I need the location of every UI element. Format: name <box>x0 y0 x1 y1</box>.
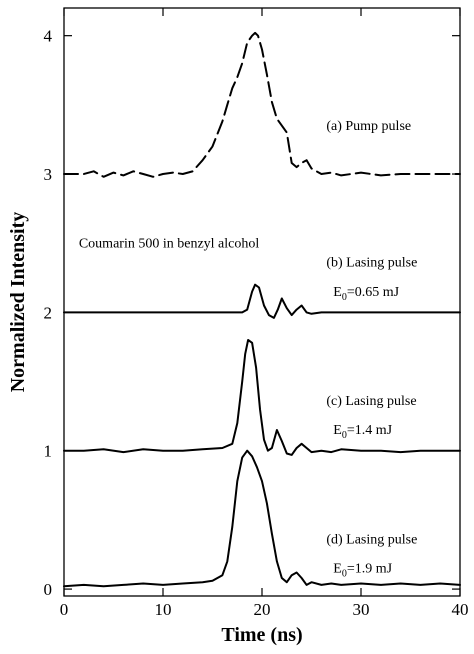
y-tick-label: 0 <box>44 580 53 599</box>
axis-ticks: 0 10 20 30 40 0 1 2 3 4 <box>44 8 469 619</box>
x-tick-label: 20 <box>254 600 271 619</box>
annotation-label: E0=1.4 mJ <box>333 423 392 441</box>
annotation-label: E0=1.9 mJ <box>333 561 392 579</box>
annotations: (a) Pump pulse Coumarin 500 in benzyl alc… <box>79 119 417 580</box>
annotation-label: (c) Lasing pulse <box>326 394 416 409</box>
y-tick-label: 2 <box>44 303 53 322</box>
annotation-label: (a) Pump pulse <box>326 119 411 134</box>
annotation-label: Coumarin 500 in benzyl alcohol <box>79 236 260 251</box>
x-tick-label: 10 <box>155 600 172 619</box>
series-line-b <box>63 283 461 319</box>
x-tick-label: 40 <box>452 600 469 619</box>
traces <box>63 31 461 588</box>
annotation-label: (d) Lasing pulse <box>326 532 417 547</box>
x-tick-label: 0 <box>60 600 69 619</box>
y-tick-label: 3 <box>44 165 53 184</box>
y-axis-title: Normalized Intensity <box>7 212 29 393</box>
annotation-label: (b) Lasing pulse <box>326 256 417 271</box>
annotation-label: E0=0.65 mJ <box>333 285 399 303</box>
x-tick-label: 30 <box>353 600 370 619</box>
x-axis-title: Time (ns) <box>221 624 302 646</box>
series-line-a <box>63 31 461 178</box>
y-tick-label: 1 <box>44 442 53 461</box>
series-line-c <box>63 339 461 456</box>
series-line-d <box>63 449 461 588</box>
y-tick-label: 4 <box>44 27 53 46</box>
